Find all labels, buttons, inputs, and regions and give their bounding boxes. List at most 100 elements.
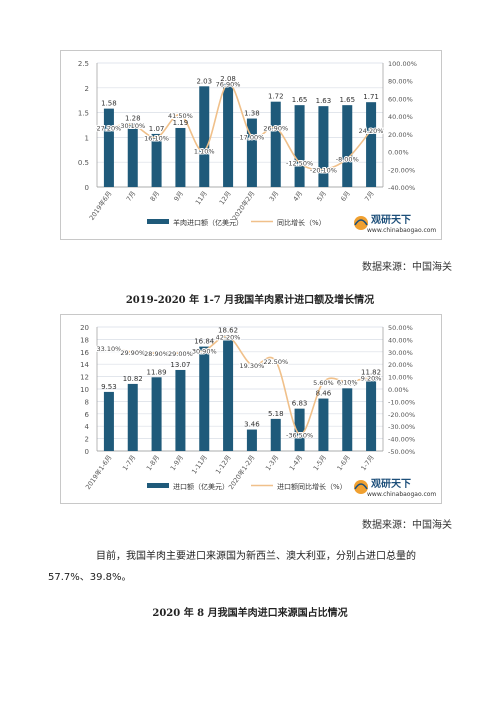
chart-1-line-label: 76.90% bbox=[216, 80, 241, 88]
chart-2-xtick: 1-9月 bbox=[169, 454, 185, 473]
chart-2-ytick-left: 12 bbox=[80, 374, 89, 382]
chart-1-bar-label: 2.03 bbox=[196, 77, 212, 85]
chart-2-xtick: 1-8月 bbox=[145, 454, 161, 473]
chart-1-xtick: 7月 bbox=[363, 190, 376, 203]
chart-2-line-label: 30.90% bbox=[192, 348, 217, 356]
chart-2-bar-label: 11.89 bbox=[147, 368, 167, 376]
chart-2-line-label: -36.50% bbox=[286, 431, 313, 439]
chart-1-bar bbox=[246, 118, 257, 187]
chart-1-ytick-left: 1.5 bbox=[78, 110, 89, 118]
chart-1-ytick-left: 2.5 bbox=[78, 60, 89, 68]
chart-1-growth-line bbox=[108, 82, 372, 171]
chart-1-line-label: 17.00% bbox=[240, 134, 265, 142]
chart-1-line-label: -12.50% bbox=[286, 160, 313, 168]
chart-2-growth-line bbox=[108, 335, 372, 436]
chart-2-bar bbox=[270, 418, 281, 451]
chart-2-ytick-right: 10.00% bbox=[388, 374, 413, 382]
chart-1-bar bbox=[270, 101, 281, 187]
chart-2-ytick-right: -40.00% bbox=[388, 436, 415, 444]
chart-1-bar bbox=[318, 106, 329, 187]
body-paragraph: 目前，我国羊肉主要进口来源国为新西兰、澳大利亚，分别占进口总量的 57.7%、3… bbox=[48, 546, 452, 588]
chart-1-bar bbox=[127, 123, 138, 187]
logo-mark-icon bbox=[354, 216, 368, 230]
chart-2-bar bbox=[318, 398, 329, 451]
chart-2-bar bbox=[246, 429, 257, 451]
chart-2-ytick-left: 4 bbox=[85, 423, 90, 431]
logo-name: 观研天下 bbox=[371, 214, 411, 226]
chart-2-xtick: 1-7月 bbox=[359, 454, 375, 473]
chart-1-ytick-left: 0 bbox=[85, 184, 89, 192]
chart-2-ytick-right: 30.00% bbox=[388, 349, 413, 357]
chart-2-bar-label: 9.53 bbox=[101, 383, 117, 391]
chart-1-xtick: 2019年6月 bbox=[87, 189, 114, 222]
chart-1-xtick: 8月 bbox=[149, 190, 162, 203]
chart-2-source: 数据来源：中国海关 bbox=[362, 520, 452, 531]
chart-2-bar-label: 11.82 bbox=[361, 369, 381, 377]
chart-2-ytick-left: 8 bbox=[85, 398, 89, 406]
chart-1-line-label: -20.10% bbox=[310, 166, 337, 174]
chart-1-bar-label: 1.72 bbox=[268, 93, 284, 101]
chart-1-xtick: 12月 bbox=[218, 190, 233, 207]
chart-2-bar-label: 10.11 bbox=[337, 379, 357, 387]
paragraph-line-2: 57.7%、39.8%。 bbox=[48, 572, 132, 583]
chart-1-xtick: 3月 bbox=[268, 190, 281, 203]
chart-2-ytick-left: 2 bbox=[85, 436, 89, 444]
chart-2-bar bbox=[151, 377, 162, 451]
chart-1-bar-label: 1.63 bbox=[316, 97, 332, 105]
chart-1-bar-label: 1.38 bbox=[244, 110, 260, 118]
chart-2-ytick-right: 0.00% bbox=[388, 386, 409, 394]
chart-2-xtick: 1-11月 bbox=[190, 454, 209, 476]
chart-2-ytick-left: 18 bbox=[80, 336, 89, 344]
chart-1-ytick-right: 80.00% bbox=[388, 78, 413, 86]
chart-2-bar-label: 13.07 bbox=[170, 361, 190, 369]
chart-1-xtick: 2020年2月 bbox=[230, 189, 257, 222]
chart-2-line-label: 29.90% bbox=[120, 349, 145, 357]
chart-1-ytick-right: 100.00% bbox=[388, 60, 417, 68]
logo-mark-icon bbox=[354, 480, 368, 494]
chart-1-legend-bar-label: 羊肉进口额（亿美元） bbox=[173, 218, 243, 227]
chart-1-ytick-left: 1 bbox=[85, 134, 89, 142]
chart-2-line-label: 29.00% bbox=[168, 350, 193, 358]
chart-1-bar bbox=[103, 108, 114, 187]
chart-1-bar bbox=[342, 105, 353, 187]
chart-2-line-label: 9.20% bbox=[361, 375, 382, 383]
chart-1-line-label: 1.10% bbox=[194, 148, 215, 156]
chart-2-bar bbox=[223, 335, 234, 451]
chart-2-legend-bar-label: 进口额（亿美元） bbox=[173, 482, 229, 491]
chart-1-bar-label: 1.65 bbox=[292, 96, 308, 104]
logo-url: www.chinabaogao.com bbox=[367, 491, 436, 498]
chart-1-bar-label: 1.65 bbox=[339, 96, 355, 104]
chart-1-line-label: 27.20% bbox=[97, 124, 122, 132]
chart-1-bar bbox=[175, 127, 186, 187]
chart-2-bar-label: 8.46 bbox=[316, 390, 332, 398]
chart-1-ytick-right: 40.00% bbox=[388, 113, 413, 121]
chart-2-xtick: 2019年1-6月 bbox=[83, 453, 113, 491]
chart-1-bar bbox=[366, 102, 377, 187]
chart-1-line-label: 16.10% bbox=[144, 134, 169, 142]
chart-2-bar-label: 18.62 bbox=[218, 327, 238, 335]
chart-2-xtick: 1-6月 bbox=[336, 454, 352, 473]
chart-1-bar-label: 1.58 bbox=[101, 100, 117, 108]
chart-1-title: 2019-2020 年 1-7 月我国羊肉累计进口额及增长情况 bbox=[125, 295, 375, 306]
chart-1-ytick-right: 20.00% bbox=[388, 131, 413, 139]
chart-2-line-label: 33.10% bbox=[97, 345, 122, 353]
chart-1-bar-label: 2.08 bbox=[220, 75, 236, 83]
chart-2-bar bbox=[366, 377, 377, 451]
chart-2-ytick-left: 0 bbox=[85, 448, 89, 456]
chart-2-xtick: 1-7月 bbox=[121, 454, 137, 473]
chart-1-line-label: 24.20% bbox=[359, 127, 384, 135]
chart-1-xtick: 7月 bbox=[125, 190, 138, 203]
chart-1-bar-label: 1.71 bbox=[363, 93, 379, 101]
chart-2-xtick: 1-12月 bbox=[214, 454, 233, 476]
chart-1-ytick-right: -20.00% bbox=[388, 166, 415, 174]
chart-2-ytick-right: -50.00% bbox=[388, 448, 415, 456]
chart-1-bar bbox=[294, 105, 305, 187]
chart-2-bar-label: 5.18 bbox=[268, 410, 284, 418]
chart-1-ytick-left: 2 bbox=[85, 85, 89, 93]
chart-2-ytick-left: 14 bbox=[80, 361, 89, 369]
chart-2-line-label: 5.60% bbox=[313, 379, 334, 387]
chart-1-svg: 0 0.5 1 1.5 2 2.5 -40.00% -20.00% 0.00% 20.00% 40.… bbox=[78, 60, 437, 234]
chart-2-ytick-right: 40.00% bbox=[388, 336, 413, 344]
